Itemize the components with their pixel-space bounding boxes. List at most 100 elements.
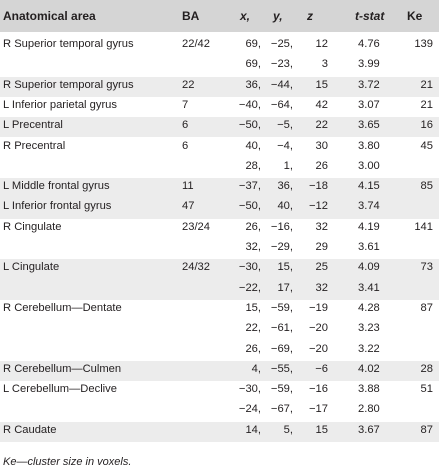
cell-t: 4.19	[358, 220, 380, 233]
cell-y: −5,	[277, 119, 293, 132]
header-z: z	[307, 9, 313, 23]
header-x: x,	[240, 9, 251, 23]
cell-z: −19	[309, 301, 328, 314]
cell-area: L Cingulate	[3, 261, 60, 274]
table-row: L Cerebellum—Declive −30, −59, −16 3.88 51	[0, 381, 439, 401]
cell-ba: 7	[182, 98, 189, 111]
cell-ke: 73	[420, 261, 433, 274]
header-t-stat: t-stat	[355, 9, 384, 23]
cell-ke: 21	[420, 78, 433, 91]
cell-t: 3.80	[358, 139, 380, 152]
cell-ba: 6	[182, 139, 189, 152]
cell-t: 3.00	[358, 159, 380, 172]
cell-y: 40,	[277, 200, 293, 213]
cell-area: R Caudate	[3, 423, 57, 436]
header-ke: Ke	[407, 9, 423, 23]
cell-z: −20	[309, 322, 328, 335]
cell-x: 22,	[245, 322, 261, 335]
cell-y: −59,	[270, 301, 293, 314]
cell-x: 26,	[245, 220, 261, 233]
cell-t: 3.67	[358, 423, 380, 436]
cell-x: −24,	[238, 403, 261, 416]
cell-t: 4.28	[358, 301, 380, 314]
cell-ke: 87	[420, 423, 433, 436]
cell-z: −6	[315, 362, 328, 375]
cell-z: 32	[315, 281, 328, 294]
cell-area: L Inferior frontal gyrus	[3, 200, 112, 213]
cell-t: 3.65	[358, 119, 380, 132]
cell-ke: 45	[420, 139, 433, 152]
cell-y: 1,	[283, 159, 293, 172]
cell-area: L Inferior parietal gyrus	[3, 98, 117, 111]
cell-y: −59,	[270, 383, 293, 396]
cell-area: R Superior temporal gyrus	[3, 78, 134, 91]
cell-z: −20	[309, 342, 328, 355]
table-row: R Superior temporal gyrus 22/42 69, −25, 12 4…	[0, 36, 439, 56]
table-header: Anatomical area BA x, y, z t-stat Ke	[0, 0, 439, 32]
cell-x: 14,	[245, 423, 261, 436]
table-row: 22, −61, −20 3.23	[0, 320, 439, 340]
table-row: R Cerebellum—Dentate 15, −59, −19 4.28 87	[0, 300, 439, 320]
cell-area: R Precentral	[3, 139, 66, 152]
cell-ba: 24/32	[182, 261, 210, 274]
cell-t: 3.22	[358, 342, 380, 355]
table-footnote: Ke—cluster size in voxels.	[3, 456, 132, 468]
cell-z: 42	[315, 98, 328, 111]
cell-t: 4.09	[358, 261, 380, 274]
cell-y: −4,	[277, 139, 293, 152]
cell-z: −12	[309, 200, 328, 213]
cell-t: 3.72	[358, 78, 380, 91]
cell-area: L Precentral	[3, 119, 63, 132]
table-row: R Superior temporal gyrus 22 36, −44, 15 3.72…	[0, 76, 439, 97]
cell-z: 30	[315, 139, 328, 152]
table-row: 26, −69, −20 3.22	[0, 341, 439, 361]
cell-t: 3.23	[358, 322, 380, 335]
cell-t: 2.80	[358, 403, 380, 416]
cell-t: 3.41	[358, 281, 380, 294]
cell-ba: 23/24	[182, 220, 210, 233]
header-y: y,	[273, 9, 283, 23]
table-row: R Caudate 14, 5, 15 3.67 87	[0, 421, 439, 442]
cell-x: −22,	[238, 281, 261, 294]
cell-ke: 85	[420, 180, 433, 193]
cell-x: 69,	[245, 38, 261, 50]
cell-ba: 47	[182, 200, 195, 213]
cell-area: R Cerebellum—Culmen	[3, 362, 122, 375]
cell-z: 15	[315, 423, 328, 436]
header-t-stat-text: t-stat	[355, 9, 385, 23]
cell-x: 15,	[245, 301, 261, 314]
cell-y: 17,	[277, 281, 293, 294]
cell-y: −67,	[270, 403, 293, 416]
cell-area: R Cerebellum—Dentate	[3, 301, 122, 314]
cell-y: −23,	[270, 58, 293, 71]
cell-area: L Middle frontal gyrus	[3, 180, 110, 193]
cell-x: 32,	[245, 241, 261, 253]
cell-z: 32	[315, 220, 328, 233]
cell-z: 22	[315, 119, 328, 132]
cell-y: 36,	[277, 180, 293, 193]
cell-ke: 139	[414, 38, 433, 50]
cell-y: −44,	[270, 78, 293, 91]
cell-y: −61,	[270, 322, 293, 335]
cell-z: 25	[315, 261, 328, 274]
cell-x: 26,	[245, 342, 261, 355]
cell-z: 3	[321, 58, 328, 71]
table-row: L Inferior frontal gyrus 47 −50, 40, −12 3.74	[0, 198, 439, 219]
header-anatomical-area: Anatomical area	[3, 9, 96, 23]
cell-x: −30,	[238, 261, 261, 274]
cell-ba: 6	[182, 119, 189, 132]
cell-ba: 11	[182, 180, 194, 193]
cell-y: −55,	[270, 362, 293, 375]
cell-x: −30,	[238, 383, 261, 396]
cell-y: −29,	[270, 241, 293, 253]
cell-ke: 141	[414, 220, 433, 233]
table-row: −24, −67, −17 2.80	[0, 401, 439, 421]
cell-y: −16,	[270, 220, 293, 233]
table-row: R Cerebellum—Culmen 4, −55, −6 4.02 28	[0, 360, 439, 382]
cell-ba: 22/42	[182, 38, 210, 50]
table-row: L Inferior parietal gyrus 7 −40, −64, 42 3.07…	[0, 97, 439, 117]
cell-y: −25,	[270, 38, 293, 50]
cell-t: 3.99	[358, 58, 380, 71]
cell-z: 26	[315, 159, 328, 172]
cell-t: 4.02	[358, 362, 380, 375]
